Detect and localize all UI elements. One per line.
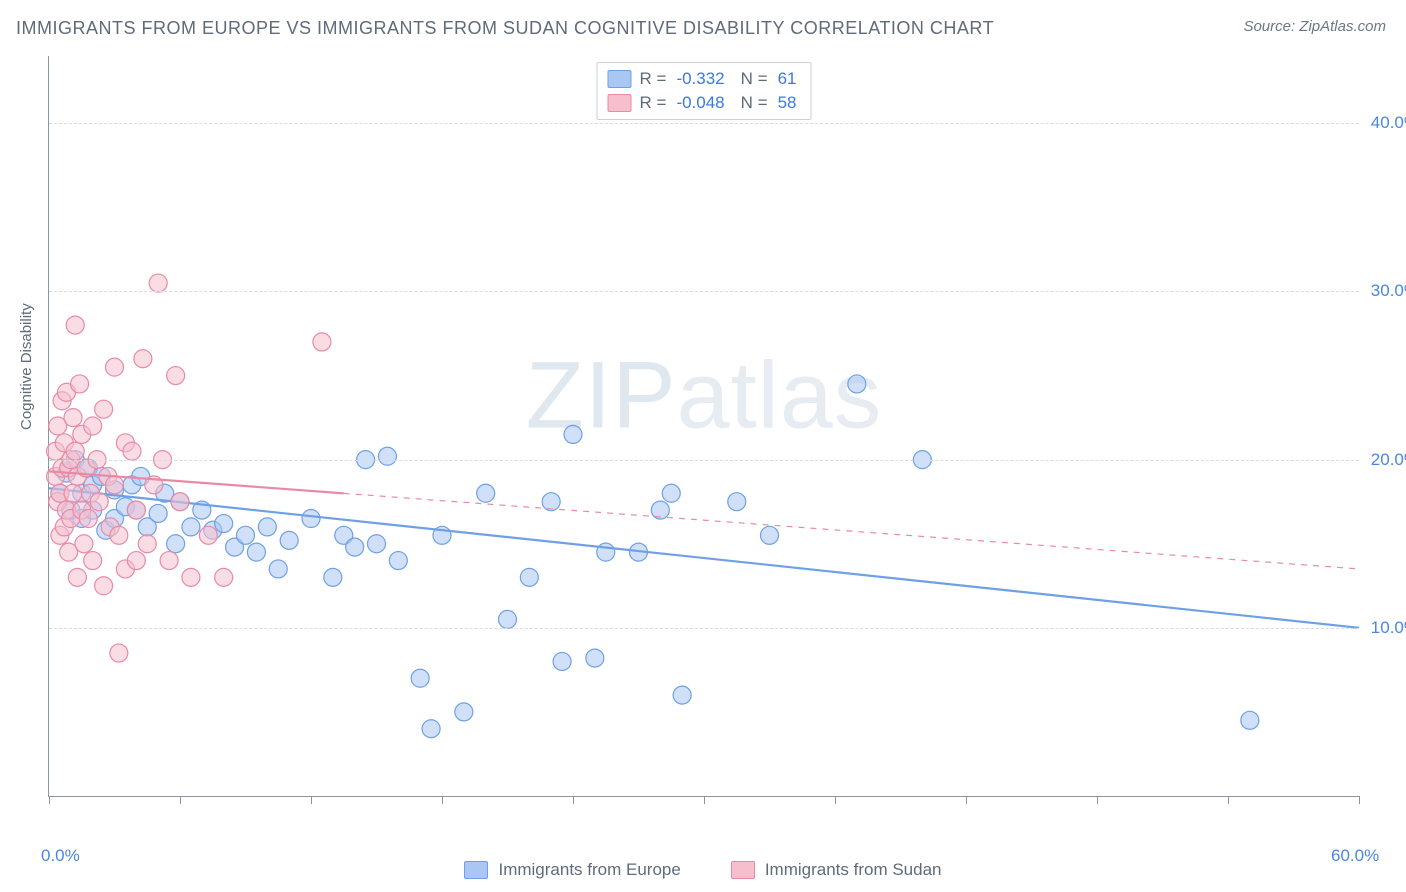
- plot-area: ZIPatlas R =-0.332N =61R =-0.048N =58 10…: [48, 56, 1359, 797]
- x-tick: [311, 796, 312, 804]
- scatter-point-sudan: [106, 358, 124, 376]
- x-tick: [1228, 796, 1229, 804]
- legend-item-europe: Immigrants from Europe: [464, 860, 680, 880]
- scatter-point-europe: [673, 686, 691, 704]
- y-tick-label: 40.0%: [1371, 113, 1406, 133]
- scatter-point-europe: [499, 610, 517, 628]
- legend-item-sudan: Immigrants from Sudan: [731, 860, 942, 880]
- x-tick: [180, 796, 181, 804]
- y-tick-label: 10.0%: [1371, 618, 1406, 638]
- scatter-point-sudan: [215, 568, 233, 586]
- scatter-point-sudan: [182, 568, 200, 586]
- scatter-point-europe: [167, 535, 185, 553]
- scatter-point-sudan: [127, 501, 145, 519]
- legend-label: Immigrants from Sudan: [765, 860, 942, 880]
- scatter-point-sudan: [106, 476, 124, 494]
- x-tick: [573, 796, 574, 804]
- bottom-legend: Immigrants from Europe Immigrants from Su…: [0, 860, 1406, 880]
- scatter-point-sudan: [75, 535, 93, 553]
- chart-source: Source: ZipAtlas.com: [1243, 18, 1386, 35]
- scatter-point-europe: [477, 484, 495, 502]
- scatter-point-sudan: [149, 274, 167, 292]
- scatter-point-sudan: [64, 409, 82, 427]
- regression-line-sudan-dashed: [344, 493, 1359, 569]
- scatter-point-sudan: [66, 316, 84, 334]
- scatter-point-sudan: [138, 535, 156, 553]
- scatter-point-europe: [324, 568, 342, 586]
- scatter-point-europe: [728, 493, 746, 511]
- scatter-point-europe: [182, 518, 200, 536]
- scatter-point-europe: [378, 447, 396, 465]
- grid-line: [49, 123, 1359, 124]
- scatter-point-europe: [1241, 711, 1259, 729]
- scatter-point-sudan: [167, 367, 185, 385]
- scatter-point-europe: [542, 493, 560, 511]
- scatter-point-sudan: [95, 400, 113, 418]
- x-tick: [835, 796, 836, 804]
- scatter-point-sudan: [66, 442, 84, 460]
- scatter-point-sudan: [79, 510, 97, 528]
- scatter-point-europe: [422, 720, 440, 738]
- scatter-point-europe: [280, 531, 298, 549]
- scatter-point-sudan: [84, 552, 102, 570]
- scatter-svg: [49, 56, 1359, 796]
- scatter-point-europe: [411, 669, 429, 687]
- scatter-point-sudan: [68, 568, 86, 586]
- scatter-point-sudan: [160, 552, 178, 570]
- scatter-point-sudan: [84, 417, 102, 435]
- swatch-europe-icon: [464, 861, 488, 879]
- x-tick: [966, 796, 967, 804]
- regression-line-europe: [49, 488, 1359, 628]
- scatter-point-europe: [149, 504, 167, 522]
- swatch-sudan-icon: [731, 861, 755, 879]
- x-tick: [1359, 796, 1360, 804]
- scatter-point-europe: [368, 535, 386, 553]
- scatter-point-europe: [455, 703, 473, 721]
- chart-title: IMMIGRANTS FROM EUROPE VS IMMIGRANTS FRO…: [16, 18, 994, 39]
- scatter-point-europe: [553, 652, 571, 670]
- y-axis-label: Cognitive Disability: [18, 303, 35, 430]
- scatter-point-sudan: [171, 493, 189, 511]
- scatter-point-europe: [564, 425, 582, 443]
- scatter-point-europe: [346, 538, 364, 556]
- scatter-point-sudan: [313, 333, 331, 351]
- scatter-point-europe: [662, 484, 680, 502]
- scatter-point-europe: [586, 649, 604, 667]
- scatter-point-sudan: [90, 493, 108, 511]
- scatter-point-europe: [761, 526, 779, 544]
- scatter-point-sudan: [110, 526, 128, 544]
- scatter-point-sudan: [123, 442, 141, 460]
- scatter-point-europe: [389, 552, 407, 570]
- scatter-point-europe: [215, 515, 233, 533]
- scatter-point-sudan: [127, 552, 145, 570]
- scatter-point-sudan: [71, 375, 89, 393]
- scatter-point-europe: [258, 518, 276, 536]
- scatter-point-europe: [269, 560, 287, 578]
- scatter-point-sudan: [199, 526, 217, 544]
- y-tick-label: 20.0%: [1371, 450, 1406, 470]
- grid-line: [49, 460, 1359, 461]
- y-tick-label: 30.0%: [1371, 281, 1406, 301]
- scatter-point-sudan: [110, 644, 128, 662]
- grid-line: [49, 628, 1359, 629]
- scatter-point-europe: [237, 526, 255, 544]
- x-tick: [1097, 796, 1098, 804]
- scatter-point-sudan: [95, 577, 113, 595]
- x-tick: [49, 796, 50, 804]
- scatter-point-europe: [302, 510, 320, 528]
- x-tick: [704, 796, 705, 804]
- legend-label: Immigrants from Europe: [498, 860, 680, 880]
- grid-line: [49, 291, 1359, 292]
- scatter-point-europe: [848, 375, 866, 393]
- scatter-point-europe: [247, 543, 265, 561]
- scatter-point-sudan: [64, 484, 82, 502]
- scatter-point-europe: [520, 568, 538, 586]
- scatter-point-sudan: [134, 350, 152, 368]
- x-tick: [442, 796, 443, 804]
